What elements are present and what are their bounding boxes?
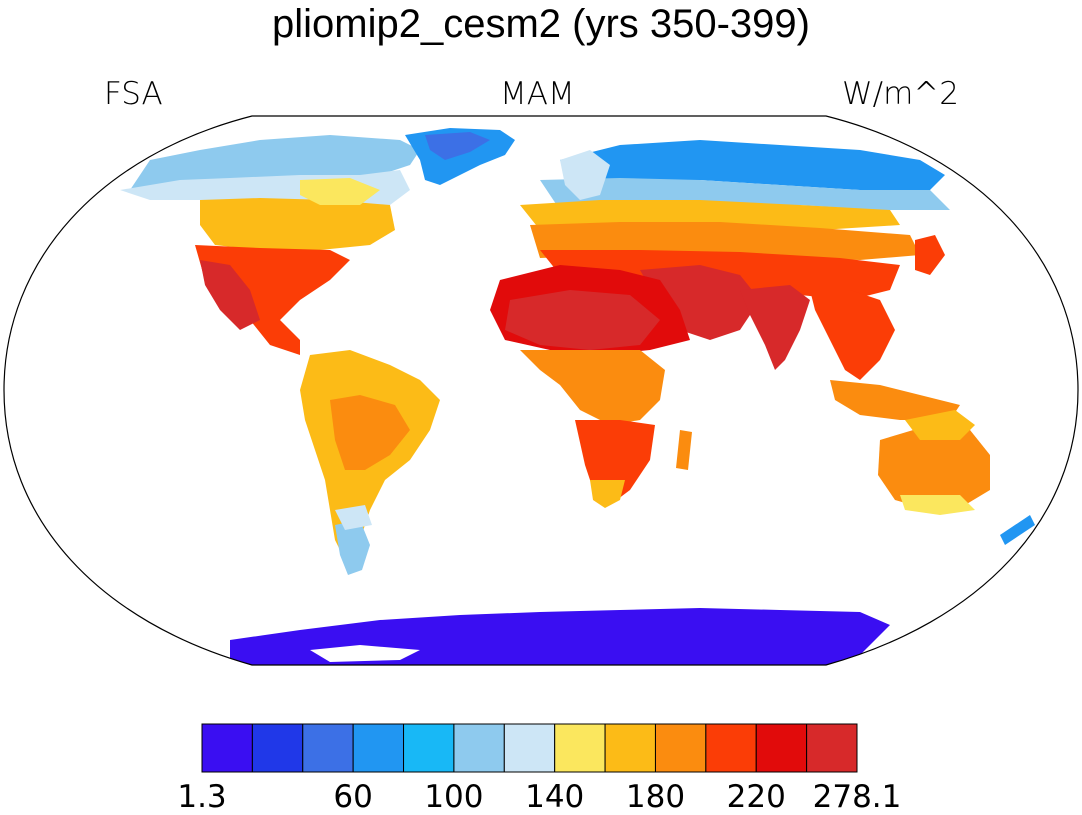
australia-south [900,495,975,515]
india [740,285,810,370]
eurasia-arctic [560,140,945,190]
colorbar-tick-label: 140 [525,779,585,815]
sahara-hot [505,290,660,350]
antarctica-gap [310,645,420,662]
colorbar-swatch-9 [654,723,707,773]
australia [878,425,990,510]
colorbar-tick-label: 60 [333,779,373,815]
colorbar-swatch-11 [755,723,808,773]
north-america-mid [200,198,395,250]
colorbar-swatch-1 [251,723,304,773]
land-surface-field [120,128,1035,665]
colorbar-swatch-2 [302,723,354,773]
patagonia-light [335,505,372,530]
map-title: pliomip2_cesm2 (yrs 350-399) [271,2,810,46]
australia-north [905,410,975,440]
colorbar-swatch-6 [503,723,556,773]
colorbar-swatch-5 [453,723,505,773]
colorbar-tick-label: 1.3 [177,779,227,815]
colorbar-swatch-7 [554,723,606,773]
southeast-asia-islands [830,380,960,420]
middle-east [640,265,760,340]
variable-label: FSA [104,76,163,112]
southeast-asia [810,290,895,380]
colorbar-swatch-8 [604,723,656,773]
colorbar-swatch-4 [403,723,455,773]
colorbar-swatch-12 [806,723,858,773]
mexico-hot [200,260,260,330]
colorbar-swatch-10 [705,723,757,773]
japan [915,235,945,275]
season-label: MAM [500,76,575,112]
colorbar [201,723,858,773]
new-zealand [1000,515,1035,545]
colorbar-tick-label: 180 [625,779,686,815]
colorbar-tick-label: 220 [726,779,786,815]
scandinavia [560,150,610,200]
greenland-interior [425,132,490,160]
south-america-hot [330,395,410,470]
colorbar-swatch-3 [352,723,405,773]
africa-central [520,350,665,425]
colorbar-swatch-0 [201,723,253,773]
south-america-south [335,520,370,575]
colorbar-tick-label: 278.1 [812,779,902,815]
alaska-yellow [300,178,380,205]
madagascar [676,430,692,470]
colorbar-tick-label: 100 [424,779,484,815]
units-label: W/m^2 [842,76,959,112]
globe-outline [3,115,1079,666]
africa-tip [590,480,625,508]
